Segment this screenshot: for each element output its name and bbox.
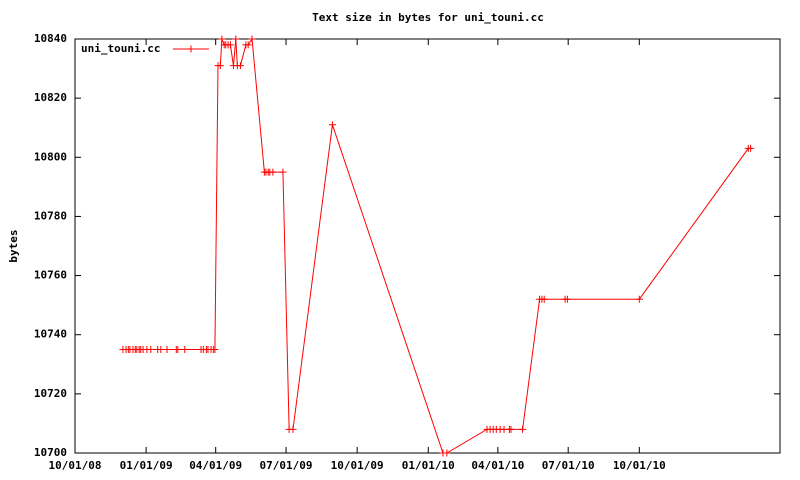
point-marker — [248, 35, 256, 43]
legend-label: uni_touni.cc — [81, 42, 160, 55]
chart-title: Text size in bytes for uni_touni.cc — [312, 11, 544, 24]
x-tick-label: 10/01/08 — [49, 459, 102, 472]
legend-marker — [187, 45, 195, 53]
point-marker — [147, 346, 155, 353]
point-marker — [563, 295, 571, 303]
point-marker — [236, 62, 244, 70]
y-tick-label: 10740 — [34, 328, 67, 341]
point-marker — [216, 62, 224, 70]
x-tick-label: 01/01/09 — [120, 459, 173, 472]
y-tick-label: 10800 — [34, 150, 67, 163]
x-tick-label: 07/01/10 — [542, 459, 595, 472]
y-tick-label: 10700 — [34, 446, 67, 459]
x-tick-label: 04/01/10 — [471, 459, 524, 472]
point-marker — [443, 449, 451, 457]
point-marker — [244, 41, 252, 49]
y-tick-label: 10780 — [34, 209, 67, 222]
series-line — [122, 37, 751, 454]
point-marker — [181, 346, 189, 353]
y-axis-label: bytes — [7, 229, 20, 262]
point-marker — [269, 168, 277, 176]
x-tick-label: 07/01/09 — [260, 459, 313, 472]
point-marker — [289, 425, 297, 433]
point-marker — [328, 121, 336, 129]
x-tick-label: 01/01/10 — [402, 459, 455, 472]
point-marker — [232, 35, 240, 43]
point-marker — [747, 144, 755, 152]
point-marker — [211, 346, 219, 353]
x-tick-label: 10/01/09 — [331, 459, 384, 472]
point-marker — [226, 41, 234, 49]
point-marker — [279, 168, 287, 176]
x-tick-label: 10/01/10 — [613, 459, 666, 472]
x-tick-label: 04/01/09 — [189, 459, 242, 472]
point-marker — [174, 346, 182, 353]
y-tick-label: 10820 — [34, 91, 67, 104]
point-marker — [540, 295, 548, 303]
point-marker — [635, 295, 643, 303]
y-tick-label: 10840 — [34, 32, 67, 45]
point-marker — [218, 35, 226, 43]
point-marker — [507, 425, 515, 433]
point-marker — [519, 425, 527, 433]
plot-frame — [74, 38, 781, 454]
point-marker — [157, 346, 165, 353]
y-tick-label: 10720 — [34, 387, 67, 400]
y-tick-label: 10760 — [34, 269, 67, 282]
point-marker — [163, 346, 171, 353]
